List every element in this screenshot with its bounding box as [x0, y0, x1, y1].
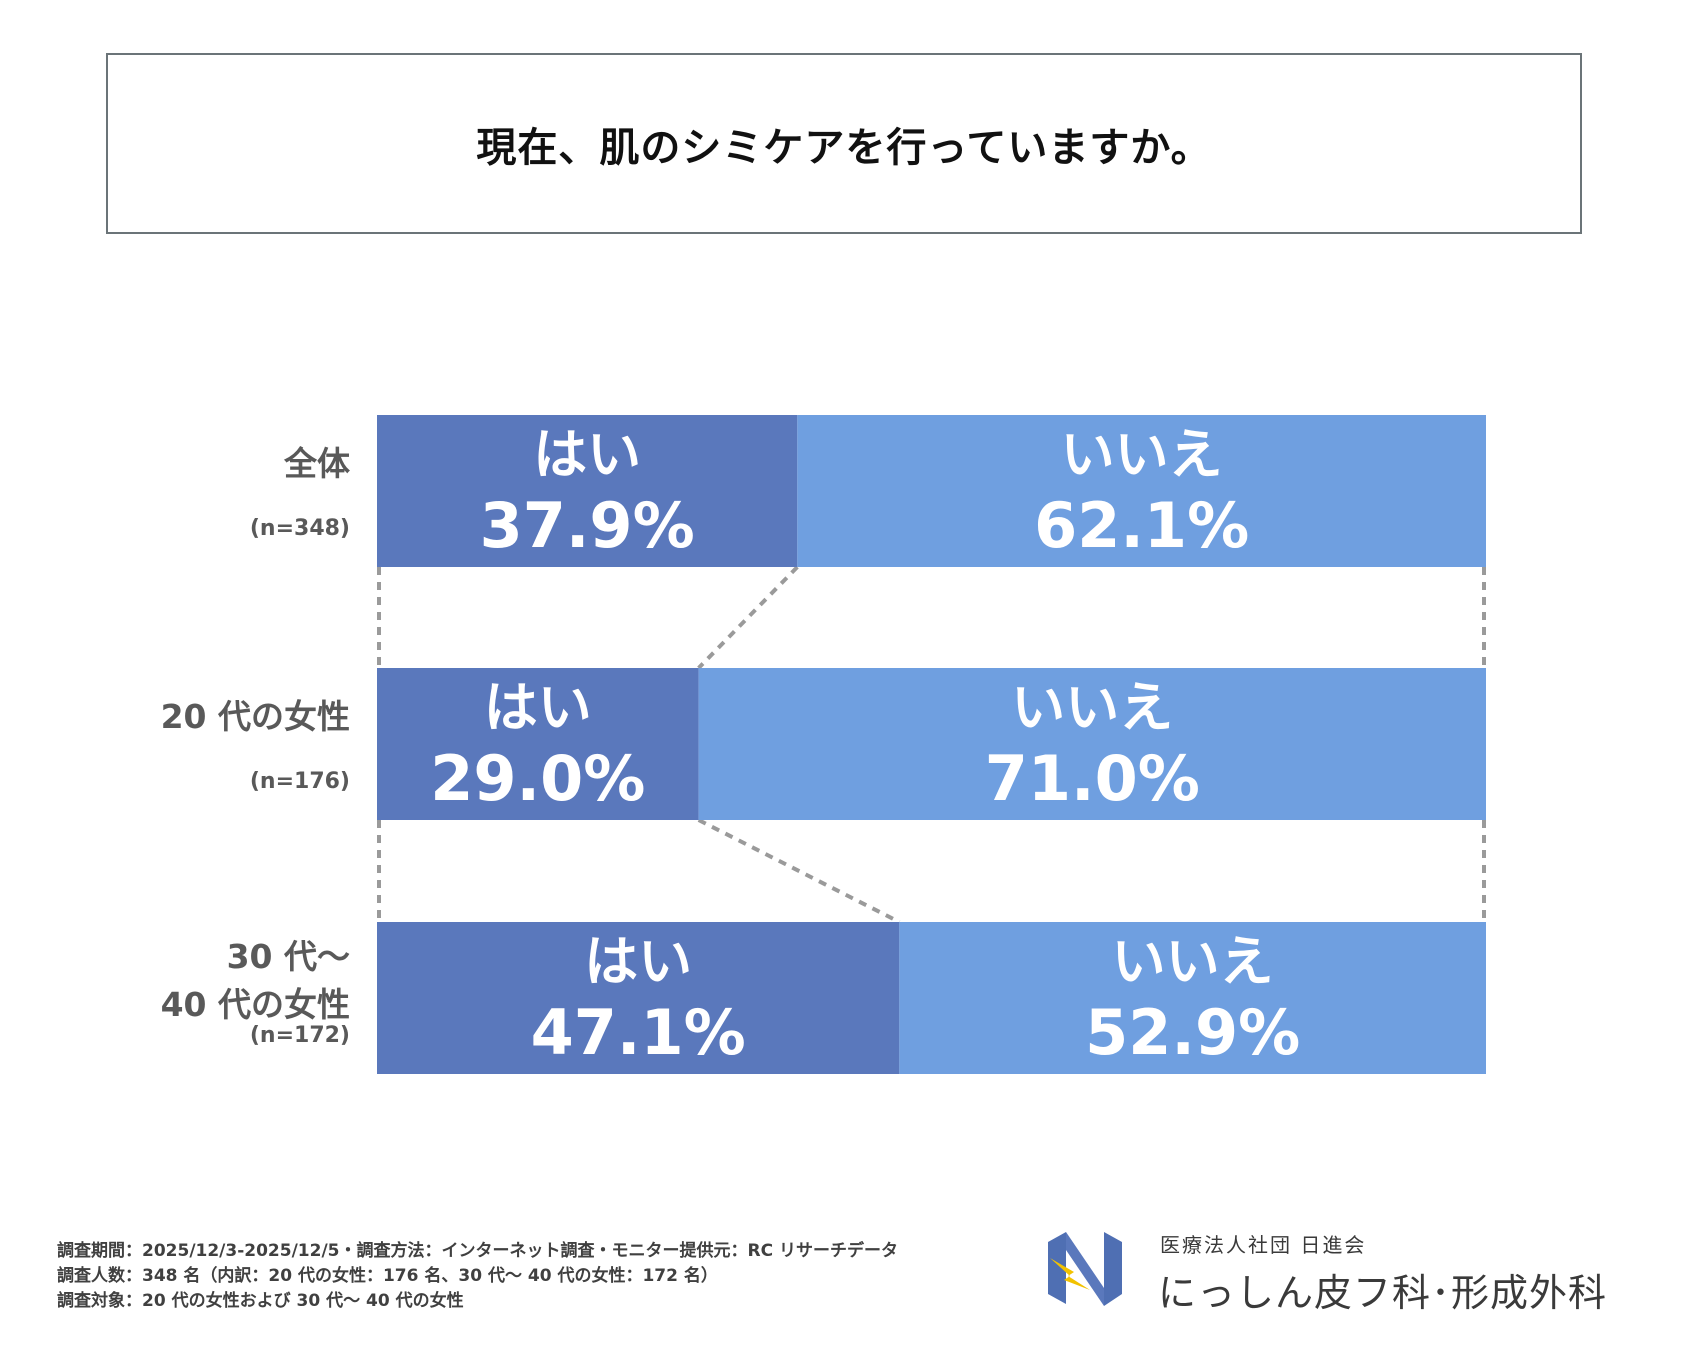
bar-no: [797, 415, 1486, 567]
chart-title: 現在、肌のシミケアを行っていますか。: [476, 124, 1212, 171]
bar-value-label: 47.1%: [531, 996, 746, 1069]
title-box: 現在、肌のシミケアを行っていますか。: [106, 53, 1582, 234]
category-n-label: (n=348): [250, 516, 350, 541]
bar-series-label: いいえ: [1061, 423, 1223, 486]
bar-value-label: 29.0%: [430, 742, 645, 815]
survey-count-line: 調査人数：348 名（内訳：20 代の女性：176 名、30 代〜 40 代の女…: [57, 1266, 718, 1286]
bar-value-label: 52.9%: [1085, 996, 1300, 1069]
bar-value-label: 71.0%: [985, 742, 1200, 815]
bar-no: [899, 922, 1486, 1074]
logo-clinic-name: にっしん皮フ科･形成外科: [1158, 1271, 1608, 1315]
category-label: 30 代〜: [227, 937, 350, 976]
bar-yes: [377, 415, 798, 567]
category-label: 全体: [283, 444, 350, 483]
survey-period-line: 調査期間：2025/12/3-2025/12/5・調査方法：インターネット調査・…: [57, 1241, 898, 1261]
logo-organization: 医療法人社団 日進会: [1160, 1233, 1367, 1257]
bar-series-label: いいえ: [1011, 676, 1173, 739]
bar-series-label: はい: [584, 930, 692, 993]
bar-no: [698, 668, 1486, 820]
bar-yes: [377, 922, 900, 1074]
bar-value-label: 62.1%: [1034, 489, 1249, 562]
bar-series-label: はい: [484, 676, 592, 739]
bar-value-label: 37.9%: [480, 489, 695, 562]
clinic-logo-icon: [1048, 1232, 1122, 1306]
category-label: 40 代の女性: [161, 985, 350, 1024]
bar-series-label: はい: [533, 423, 641, 486]
category-n-label: (n=172): [250, 1023, 350, 1048]
bar-yes: [377, 668, 699, 820]
survey-notes: 調査期間：2025/12/3-2025/12/5・調査方法：インターネット調査・…: [57, 1239, 898, 1314]
connector-boundary-line: [697, 818, 901, 924]
connector-boundary-line: [697, 565, 799, 670]
category-label: 20 代の女性: [161, 697, 350, 736]
bar-series-label: いいえ: [1112, 930, 1274, 993]
category-n-label: (n=176): [250, 769, 350, 794]
survey-target-line: 調査対象：20 代の女性および 30 代〜 40 代の女性: [57, 1291, 464, 1311]
